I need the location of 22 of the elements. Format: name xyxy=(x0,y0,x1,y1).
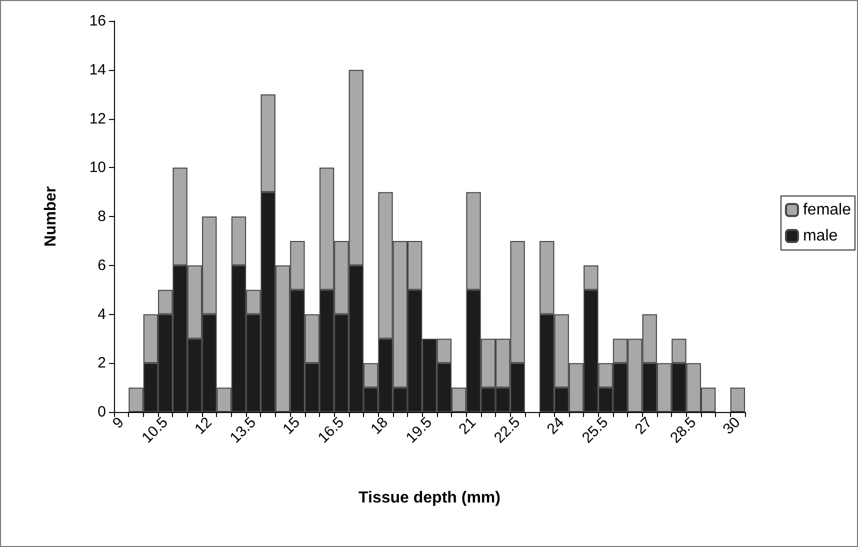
x-tick-label: 30 xyxy=(720,414,744,438)
legend-label: female xyxy=(802,202,852,218)
x-tick-label: 18 xyxy=(368,414,392,438)
y-tick-label: 2 xyxy=(98,354,106,372)
y-tick-label: 12 xyxy=(89,110,106,128)
y-axis-title: Number xyxy=(42,186,60,247)
legend-label: male xyxy=(802,228,838,244)
x-tick-label: 12 xyxy=(192,414,216,438)
y-tick-label: 16 xyxy=(89,12,106,30)
x-axis-title: Tissue depth (mm) xyxy=(358,490,500,506)
y-tick-label: 10 xyxy=(89,159,106,176)
y-tick-label: 4 xyxy=(98,306,106,323)
bar xyxy=(730,388,745,412)
x-tick-label: 27 xyxy=(632,414,656,438)
x-tick-label: 24 xyxy=(544,414,568,438)
y-tick-label: 14 xyxy=(89,61,106,78)
y-tick-label: 8 xyxy=(98,208,106,225)
y-tick-label: 6 xyxy=(98,256,106,274)
x-tick-label: 21 xyxy=(456,414,480,438)
x-tick-label: 15 xyxy=(280,414,304,438)
x-tick-label: 9 xyxy=(109,414,128,432)
y-tick-label: 0 xyxy=(98,404,106,420)
